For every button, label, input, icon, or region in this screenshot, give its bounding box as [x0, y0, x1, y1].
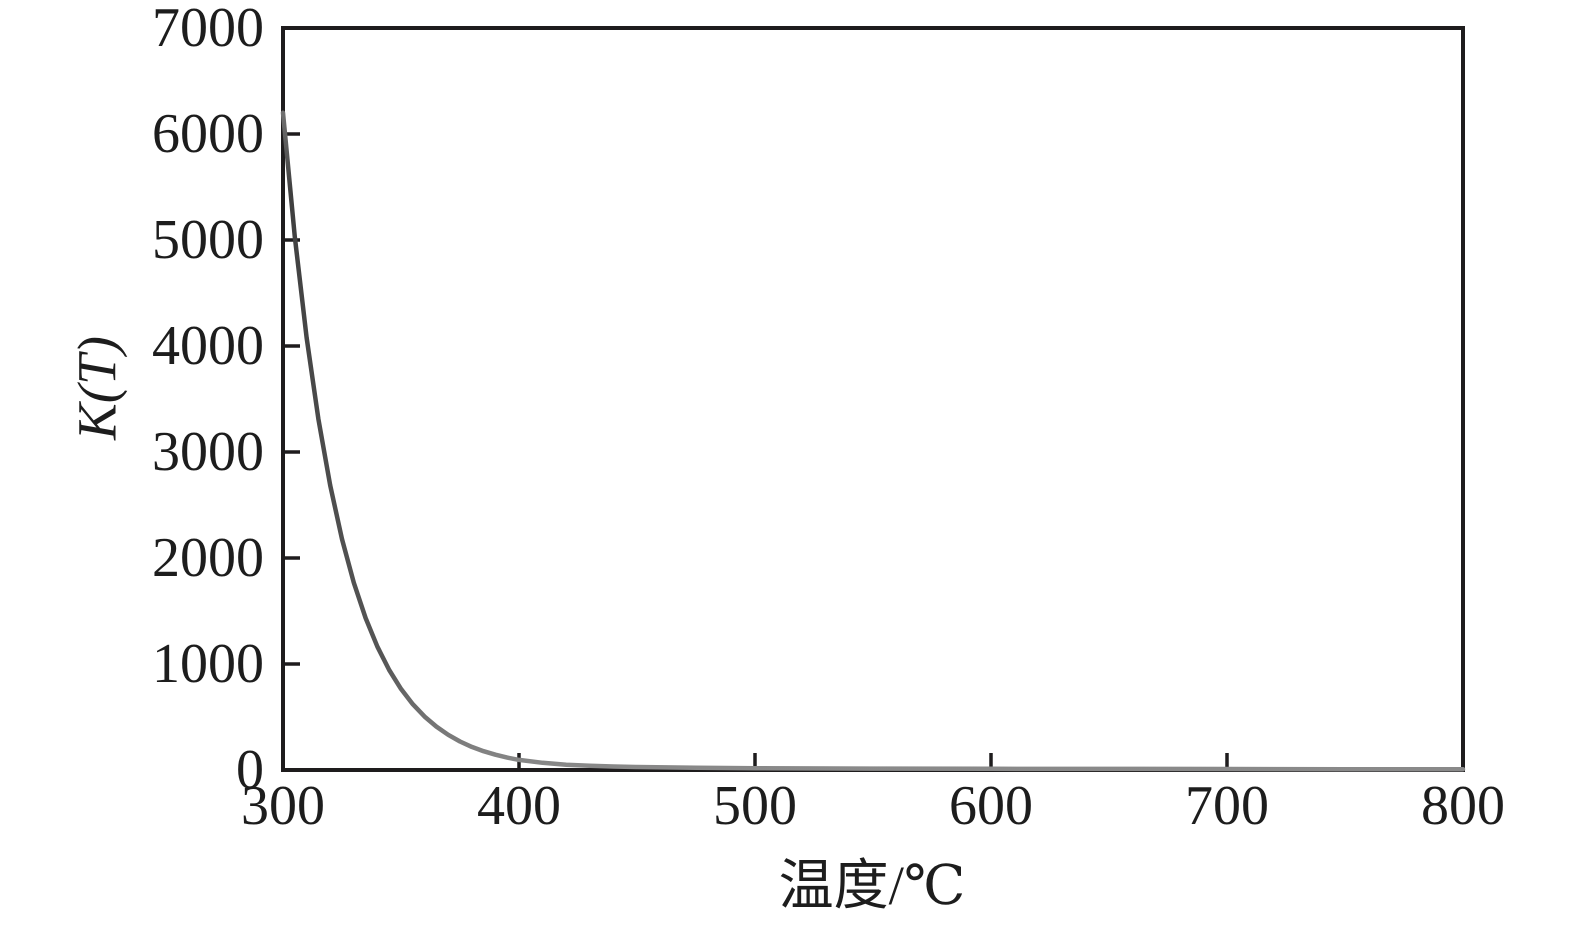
y-axis-label: K(T)	[66, 336, 128, 440]
x-tick-label-300: 300	[241, 775, 325, 837]
x-tick-label-800: 800	[1421, 775, 1505, 837]
y-tick-label-2000: 2000	[152, 527, 264, 589]
x-tick-label-600: 600	[949, 775, 1033, 837]
x-tick-label-400: 400	[477, 775, 561, 837]
y-tick-label-1000: 1000	[152, 633, 264, 695]
y-tick-label-4000: 4000	[152, 315, 264, 377]
y-tick-label-3000: 3000	[152, 421, 264, 483]
y-tick-label-7000: 7000	[152, 0, 264, 59]
tick-marks	[281, 26, 1465, 772]
y-tick-label-0: 0	[236, 739, 264, 801]
x-axis-label: 温度/℃	[778, 855, 966, 916]
kt-curve	[280, 110, 1466, 772]
y-tick-label-6000: 6000	[152, 103, 264, 165]
x-tick-label-700: 700	[1185, 775, 1269, 837]
y-tick-label-5000: 5000	[152, 209, 264, 271]
plot-frame	[281, 26, 1465, 772]
x-tick-label-500: 500	[713, 775, 797, 837]
